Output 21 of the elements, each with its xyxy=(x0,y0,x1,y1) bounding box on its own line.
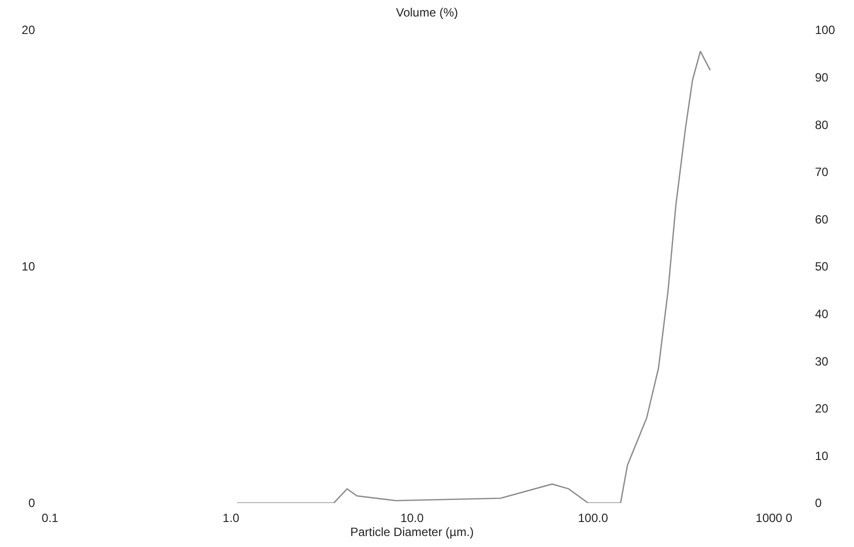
y-tick-label: 10 xyxy=(22,260,36,274)
y2-tick-label: 10 xyxy=(815,448,829,463)
y-tick-label: 20 xyxy=(22,23,36,38)
y2-tick-label: 90 xyxy=(815,70,829,84)
x-tick-label: 100.0 xyxy=(578,511,608,525)
y2-tick-label: 0 xyxy=(815,496,822,510)
x-tick-label: 1000 0 xyxy=(756,511,793,525)
y2-tick-label: 70 xyxy=(815,165,829,180)
x-axis-title: Particle Diameter (µm.) xyxy=(350,525,474,539)
y-tick-label: 0 xyxy=(28,496,36,510)
y2-tick-label: 80 xyxy=(815,118,829,132)
y2-tick-label: 50 xyxy=(815,260,829,274)
y2-tick-label: 20 xyxy=(815,402,829,416)
y2-tick-label: 100 xyxy=(815,23,836,38)
y2-tick-label: 30 xyxy=(815,354,829,368)
y2-tick-label: 60 xyxy=(815,212,829,226)
x-tick-label: 1.0 xyxy=(222,511,240,525)
y2-tick-label: 40 xyxy=(815,307,829,321)
x-tick-label: 10.0 xyxy=(400,511,424,525)
x-tick-label: 0.1 xyxy=(42,511,59,525)
chart-title: Volume (%) xyxy=(396,6,458,20)
